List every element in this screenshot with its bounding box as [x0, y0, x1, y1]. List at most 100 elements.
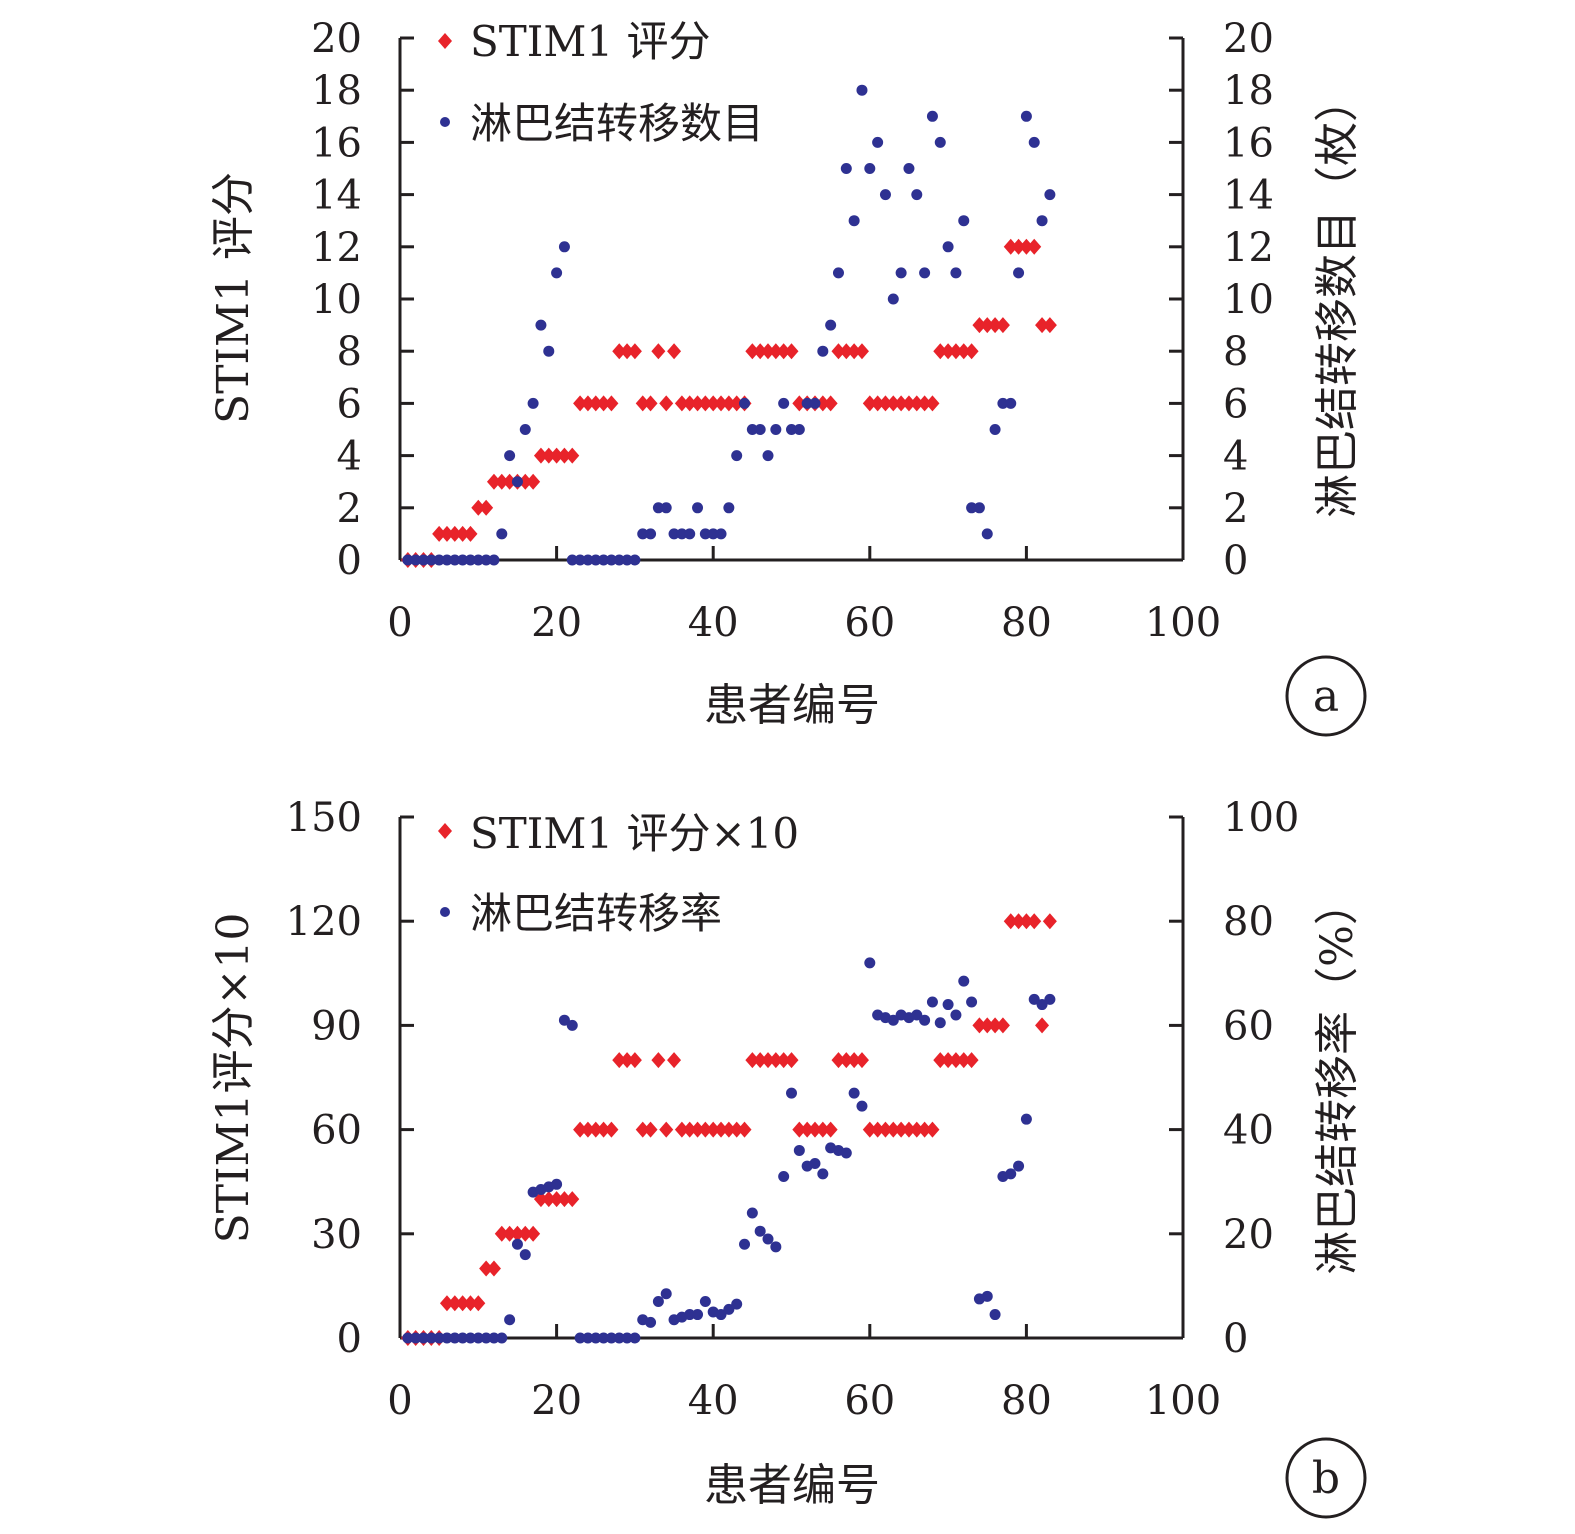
panel-b-stim-point	[972, 1017, 987, 1034]
panel-a-metastasis-point	[825, 319, 837, 331]
panel-a-metastasis-point	[668, 528, 680, 540]
panel-a-stim-point	[870, 395, 885, 412]
panel-a-metastasis-point	[754, 424, 766, 435]
panel-a-stim-point	[925, 395, 940, 412]
panel-a-stim-point	[651, 343, 666, 360]
panel-a-stim-point	[948, 343, 963, 360]
panel-a-metastasis-point	[981, 528, 993, 540]
panel-a-metastasis-point	[872, 136, 884, 148]
panel-b-y-tick-label-right: 40	[1223, 1108, 1274, 1154]
panel-a-metastasis-point	[402, 554, 414, 566]
panel-a-metastasis-point	[621, 554, 633, 566]
panel-b-y-tick-label-left: 30	[311, 1212, 362, 1258]
panel-a-metastasis-point	[496, 528, 508, 540]
panel-a-y-tick-label-left: 14	[311, 173, 362, 219]
panel-b-metastasis-point	[1013, 1160, 1025, 1172]
panel-b-metastasis-point	[457, 1332, 469, 1344]
panel-b-stim-point	[948, 1052, 963, 1069]
panel-b-stim-point	[1035, 1017, 1050, 1034]
panel-b-metastasis-point	[864, 957, 876, 969]
panel-a-ylabel: STIM1 评分	[208, 172, 259, 424]
panel-a-label-circle	[1285, 655, 1367, 737]
panel-a-stim-point	[792, 395, 807, 412]
panel-a-metastasis-point	[582, 554, 594, 566]
panel-a-metastasis-point	[911, 189, 923, 201]
panel-a-metastasis-point	[410, 554, 422, 566]
panel-b-metastasis-point	[840, 1147, 852, 1159]
panel-b-stim-point	[831, 1052, 846, 1069]
panel-b-metastasis-point	[926, 996, 938, 1008]
panel-a-y-tick-label-right: 20	[1223, 16, 1274, 62]
panel-a-legend-label-meta: 淋巴结转移数目	[470, 99, 764, 148]
panel-b-stim-point	[925, 1121, 940, 1138]
panel-b-metastasis-point	[1044, 993, 1056, 1005]
panel-b-metastasis-point	[425, 1332, 437, 1344]
panel-b-stim-point	[557, 1191, 572, 1208]
panel-b-label: b	[1312, 1453, 1340, 1504]
panel-a-metastasis-point	[590, 554, 602, 566]
panel-b-stim-point	[792, 1121, 807, 1138]
panel-b-stim-point	[455, 1295, 470, 1312]
panel-a-metastasis-point	[801, 397, 813, 409]
panel-b-stim-point	[494, 1225, 509, 1242]
panel-a-metastasis-point	[809, 397, 821, 409]
panel-b-stim-point	[580, 1121, 595, 1138]
panel-b-stim-point	[463, 1295, 478, 1312]
panel-b-x-tick-label: 20	[531, 1378, 582, 1424]
panel-a-metastasis-point	[786, 424, 797, 435]
panel-b-metastasis-point	[723, 1303, 735, 1315]
panel-a-stim-point	[1003, 238, 1018, 255]
panel-a-stim-point	[823, 395, 838, 412]
panel-a-y-tick-label-left: 12	[311, 225, 362, 271]
panel-a-stim-point	[439, 525, 454, 542]
panel-b-stim-point	[659, 1121, 674, 1138]
panel-a-ylabel-right: 淋巴结转移数目（枚）	[1312, 78, 1363, 518]
panel-b-metastasis-point	[652, 1296, 664, 1308]
panel-b-xlabel: 患者编号	[704, 1460, 880, 1511]
panel-b-stim-point	[651, 1052, 666, 1069]
panel-b-metastasis-point	[1020, 1113, 1032, 1125]
panel-b-legend-marker-meta	[440, 907, 450, 917]
panel-a-metastasis-point	[652, 502, 664, 514]
panel-a-metastasis-point	[856, 84, 868, 96]
panel-a-metastasis-point	[793, 424, 805, 435]
panel-a-y-tick-label-right: 4	[1223, 434, 1248, 480]
panel-b-stim-point	[612, 1052, 627, 1069]
panel-b-stim-point	[917, 1121, 932, 1138]
panel-a-stim-point	[941, 343, 956, 360]
panel-a-stim-point	[533, 447, 548, 464]
panel-b-stim-point	[471, 1295, 486, 1312]
panel-a-metastasis-point	[997, 397, 1009, 409]
panel-b-metastasis-point	[966, 996, 978, 1008]
panel-a-metastasis-point	[1005, 397, 1017, 409]
panel-b-stim-point	[901, 1121, 916, 1138]
panel-a-metastasis-point	[692, 502, 704, 514]
panel-b-stim-point	[714, 1121, 729, 1138]
panel-a-x-tick-label: 20	[531, 600, 582, 646]
panel-b-label-badge: b	[1285, 1437, 1367, 1519]
panel-b-metastasis-point	[488, 1332, 500, 1344]
panel-b-axes	[398, 817, 1185, 1340]
panel-a-stim-point	[956, 343, 971, 360]
panel-a-stim-point	[588, 395, 603, 412]
panel-a-metastasis-point	[1028, 136, 1040, 148]
panel-b-metastasis-point	[1005, 1168, 1017, 1180]
panel-b-ylabel: STIM1评分×10	[208, 913, 259, 1244]
panel-a-stim-point	[627, 343, 642, 360]
panel-a-stim-point	[447, 525, 462, 542]
panel-b-y-tick-label-right: 0	[1223, 1316, 1248, 1362]
panel-b-metastasis-point	[942, 999, 954, 1011]
panel-a-stim-point	[698, 395, 713, 412]
panel-a-metastasis-point	[1013, 267, 1025, 279]
panel-b-stim-point	[980, 1017, 995, 1034]
panel-a-stim-point	[706, 395, 721, 412]
panel-a-stim-point	[674, 395, 689, 412]
panel-b-metastasis-point	[582, 1332, 594, 1344]
panel-a-metastasis-point	[566, 554, 578, 566]
panel-a-metastasis-point	[472, 554, 484, 566]
panel-b-metastasis-point	[449, 1332, 461, 1344]
panel-b-metastasis-point	[410, 1332, 422, 1344]
panel-a-stim-point	[721, 395, 736, 412]
panel-b-stim-point	[768, 1052, 783, 1069]
panel-b-stim-point	[941, 1052, 956, 1069]
